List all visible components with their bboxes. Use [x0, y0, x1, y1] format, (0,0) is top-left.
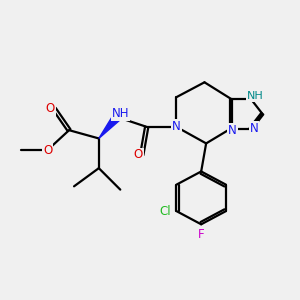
Text: N: N: [250, 122, 258, 135]
Text: O: O: [46, 102, 55, 115]
Text: F: F: [198, 228, 205, 242]
Text: NH: NH: [112, 107, 129, 120]
Text: NH: NH: [247, 91, 264, 101]
Text: N: N: [172, 120, 181, 134]
Text: O: O: [43, 143, 52, 157]
Text: Cl: Cl: [159, 205, 171, 218]
Polygon shape: [99, 114, 120, 138]
Text: O: O: [134, 148, 143, 161]
Text: N: N: [228, 124, 237, 137]
